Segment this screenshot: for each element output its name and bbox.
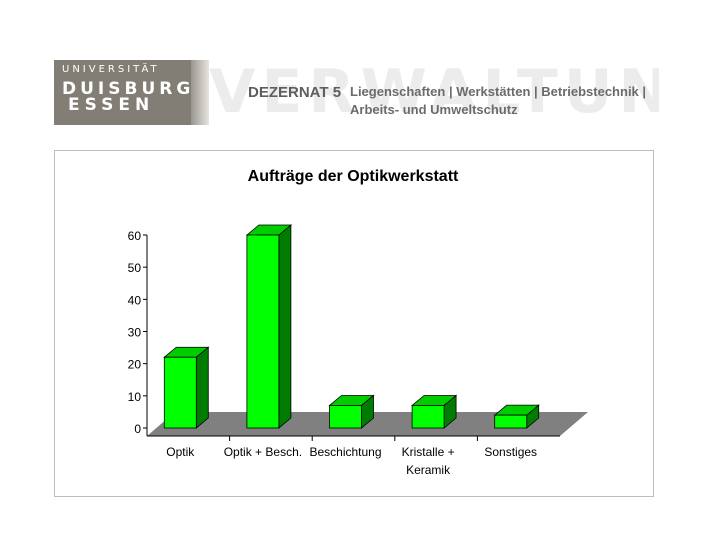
x-tick-label: Keramik [406,463,451,477]
y-tick-label: 20 [128,358,142,372]
bar-3 [411,405,445,429]
y-tick-label: 40 [128,293,142,307]
logo-line-universitaet: UNIVERSITÄT [62,64,160,75]
logo-gradient-strip [191,60,209,125]
bar-side-1 [278,224,292,429]
bar-chart: Aufträge der Optikwerkstatt 0 10 20 30 40 50 6… [128,168,588,477]
x-tick-label: Optik [166,445,195,459]
y-tick-label: 0 [134,422,141,436]
banner-watermark: VERWALTUNG [209,60,659,125]
bar-side-0 [195,346,209,429]
bar-0 [163,356,197,429]
x-tick-label: Optik + Besch. [224,445,302,459]
department-line-1: Liegenschaften | Werkstätten | Betriebst… [350,84,647,99]
chart-frame: Aufträge der Optikwerkstatt 0 10 20 30 40 50 6… [54,150,654,497]
logo-line-duisburg: DUISBURG [62,79,195,99]
bar-2 [329,405,362,429]
x-tick-label: Kristalle + [402,445,455,459]
x-tick-label: Beschichtung [309,445,381,459]
bar-4 [494,414,528,429]
bar-1 [246,234,280,429]
university-logo: UNIVERSITÄT DUISBURG ESSEN [54,60,191,125]
logo-line-essen: ESSEN [68,95,155,115]
department-line-2: Arbeits- und Umweltschutz [350,102,518,117]
header-banner: VERWALTUNG [209,60,659,125]
y-tick-label: 10 [128,390,142,404]
dezernat-title: DEZERNAT 5 [248,84,342,101]
y-tick-label: 60 [128,229,142,243]
y-tick-label: 50 [128,261,142,275]
y-tick-label: 30 [128,326,142,340]
x-tick-label: Sonstiges [484,445,537,459]
chart-title: Aufträge der Optikwerkstatt [248,168,459,185]
